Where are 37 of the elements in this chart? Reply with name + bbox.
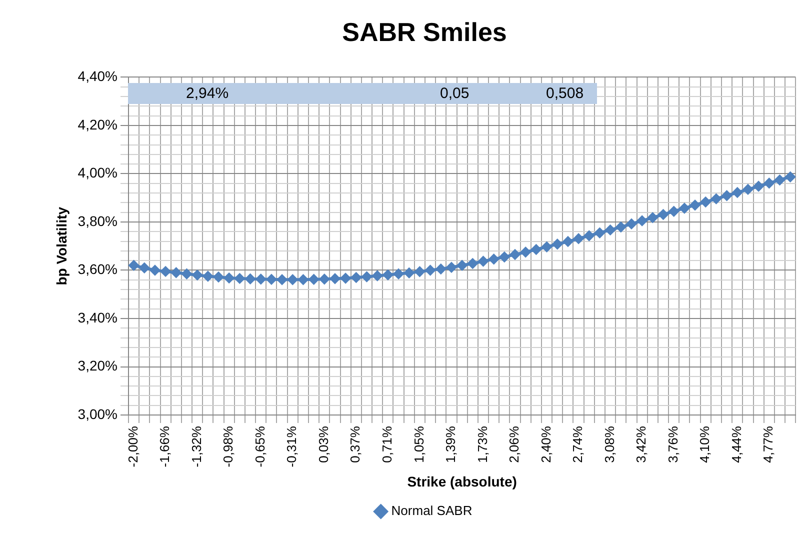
annotation: 2,94% [186,85,229,102]
x-tick-label: 2,40% [538,426,554,463]
x-tick-label: 3,08% [602,426,617,463]
x-tick-label: -0,65% [252,426,268,468]
x-tick-label: 2,74% [570,426,586,463]
y-tick-label: 3,40% [78,309,118,326]
x-tick-label: -1,32% [188,426,204,468]
parameter-panel: 2,94% 0,05 0,508 [128,83,597,104]
x-tick-label: 3,42% [634,426,649,463]
x-tick-label: -0,31% [284,426,300,468]
legend-label: Normal SABR [391,503,472,518]
annotation: 0,05 [440,85,470,102]
y-tick-label: 4,40% [78,68,118,84]
y-axis-title: bp Volatility [53,206,70,286]
x-tick-label: 2,06% [506,426,522,463]
x-tick-label: 1,73% [474,426,490,463]
annotation: 0,508 [546,85,584,102]
x-tick-label: 0,71% [380,426,395,463]
y-tick-label: 3,80% [78,212,118,229]
y-tick-label: 4,00% [78,164,118,181]
x-tick-label: 3,76% [665,426,680,463]
x-tick-label: 1,05% [411,426,426,463]
x-tick-label: 1,39% [443,426,458,463]
y-tick-label: 3,20% [78,358,118,374]
x-tick-label: 4,77% [760,426,776,463]
y-tick-label: 3,00% [78,406,118,422]
x-axis-title: Strike (absolute) [407,473,517,490]
x-tick-label: -0,98% [220,426,236,468]
y-tick-label: 3,60% [78,261,118,278]
x-tick-label: -1,66% [157,426,172,468]
x-tick-label: 4,44% [728,426,744,463]
x-tick-label: 0,37% [348,426,363,463]
chart-title: SABR Smiles [342,16,507,47]
y-tick-label: 4,20% [78,116,118,132]
x-tick-label: 4,10% [697,426,712,463]
x-tick-label: 0,03% [316,426,331,463]
x-tick-label: -2,00% [125,426,140,468]
